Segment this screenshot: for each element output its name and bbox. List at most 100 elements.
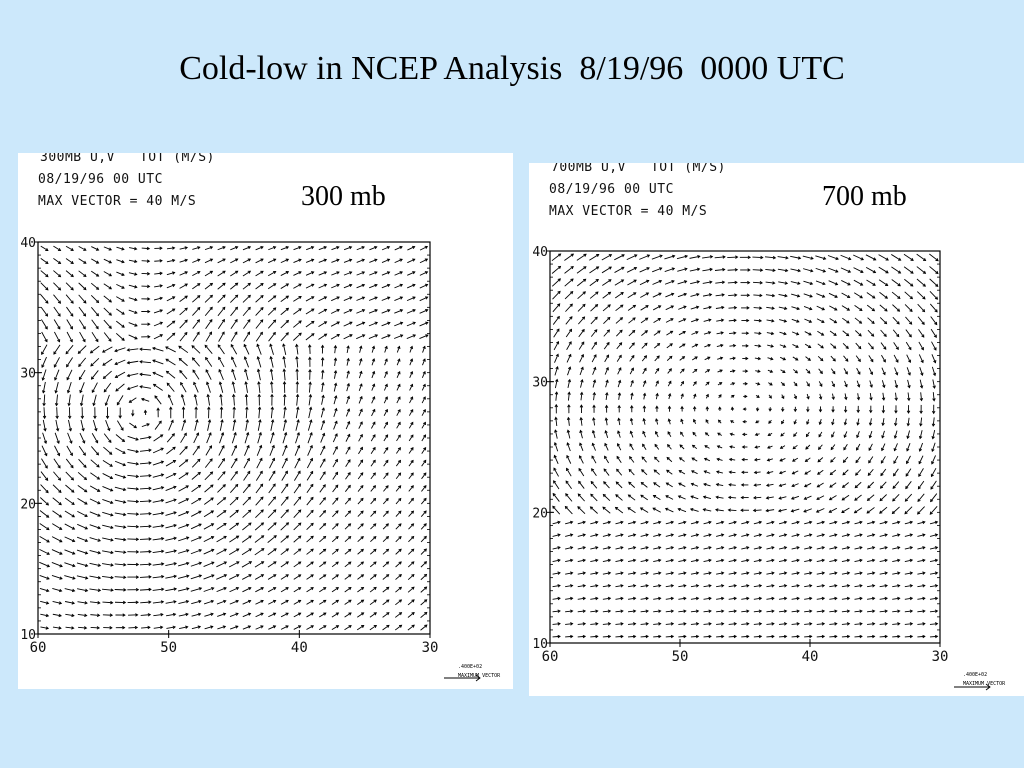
wind-vector-head — [272, 331, 276, 336]
wind-vector-head — [360, 459, 364, 463]
wind-vector — [331, 271, 340, 276]
wind-vector — [907, 417, 910, 426]
wind-vector — [179, 247, 188, 250]
wind-vector — [357, 612, 364, 618]
wind-vector — [293, 271, 302, 276]
wind-vector — [103, 446, 113, 455]
wind-vector — [40, 306, 48, 317]
wind-vector-head — [159, 271, 163, 276]
y-tick-label: 10 — [20, 628, 36, 643]
wind-vector — [729, 471, 736, 474]
wind-vector-head — [197, 295, 201, 299]
wind-vector-head — [422, 408, 426, 413]
wind-vector — [604, 367, 609, 375]
wind-vector-head — [198, 587, 203, 591]
wind-vector — [615, 481, 623, 489]
wind-vector-head — [716, 457, 720, 462]
wind-vector — [830, 343, 837, 349]
wind-vector — [753, 294, 762, 296]
wind-vector-head — [566, 467, 570, 471]
wind-vector-head — [831, 409, 835, 413]
wind-vector — [777, 268, 788, 272]
wind-vector-head — [68, 428, 73, 432]
wind-vector-head — [348, 258, 353, 262]
wind-vector — [690, 306, 699, 310]
wind-vector-head — [620, 304, 624, 308]
wind-vector — [651, 255, 663, 260]
wind-vector-head — [831, 434, 835, 438]
wind-vector-head — [668, 392, 672, 397]
wind-vector — [280, 320, 289, 329]
wind-vector — [627, 521, 636, 525]
wind-vector-head — [771, 609, 775, 613]
wind-vector-head — [919, 397, 924, 402]
wind-vector — [217, 258, 226, 264]
wind-vector-head — [359, 395, 363, 400]
wind-vector — [91, 307, 99, 317]
wind-vector — [358, 371, 362, 379]
wind-vector-head — [397, 459, 401, 464]
wind-vector — [242, 307, 251, 317]
wind-vector-head — [658, 596, 662, 601]
wind-vector-head — [209, 294, 213, 298]
wind-vector-head — [374, 245, 378, 250]
wind-vector — [103, 307, 112, 316]
wind-vector-head — [235, 496, 239, 501]
wind-vector-head — [783, 331, 787, 336]
wind-vector-head — [579, 416, 583, 421]
wind-vector-head — [298, 522, 302, 526]
wind-vector-head — [349, 283, 353, 288]
wind-vector-head — [222, 282, 226, 286]
wind-vector — [166, 272, 175, 276]
wind-vector-head — [654, 443, 658, 448]
wind-vector-head — [180, 381, 184, 386]
wind-vector — [179, 370, 188, 380]
wind-vector-head — [741, 457, 745, 462]
wind-vector-head — [222, 497, 227, 501]
wind-vector — [630, 380, 634, 388]
wind-vector — [917, 493, 925, 502]
wind-vector-head — [818, 446, 822, 450]
wind-vector-head — [165, 358, 169, 362]
wind-vector — [230, 319, 238, 329]
wind-vector-head — [866, 510, 870, 514]
wind-vector — [114, 499, 126, 503]
max-vector-value: .400E+02 — [963, 672, 988, 678]
plot-header-line-2: 08/19/96 00 UTC — [549, 182, 674, 197]
wind-vector-head — [185, 523, 190, 527]
wind-vector-head — [209, 270, 214, 274]
wind-vector-head — [97, 601, 101, 605]
wind-vector-head — [557, 290, 561, 295]
wind-vector — [729, 484, 736, 486]
wind-vector — [895, 392, 897, 401]
wind-vector — [728, 509, 737, 511]
wind-vector — [565, 506, 573, 515]
wind-vector — [65, 471, 74, 481]
wind-vector — [293, 258, 302, 263]
wind-vector-head — [897, 520, 901, 525]
wind-vector-head — [256, 356, 260, 360]
wind-vector — [678, 534, 686, 537]
wind-vector-head — [222, 625, 227, 629]
wind-vector-head — [121, 285, 125, 289]
wind-vector — [580, 392, 583, 401]
wind-vector — [91, 331, 99, 342]
wind-vector — [178, 524, 189, 529]
wind-vector-head — [783, 622, 788, 626]
wind-vector — [306, 458, 313, 469]
wind-vector — [331, 574, 339, 580]
wind-vector-head — [198, 599, 202, 604]
wind-vector-head — [96, 464, 100, 468]
wind-vector-head — [282, 368, 286, 372]
wind-vector — [318, 271, 327, 276]
wind-vector-head — [618, 367, 622, 371]
wind-vector-head — [146, 271, 151, 276]
wind-vector — [642, 368, 647, 375]
wind-vector-head — [71, 526, 76, 530]
wind-vector — [728, 635, 737, 638]
wind-vector-head — [834, 520, 838, 525]
wind-vector-head — [893, 435, 898, 439]
wind-vector — [692, 444, 698, 450]
wind-vector-head — [639, 507, 644, 511]
wind-vector-head — [89, 350, 94, 354]
